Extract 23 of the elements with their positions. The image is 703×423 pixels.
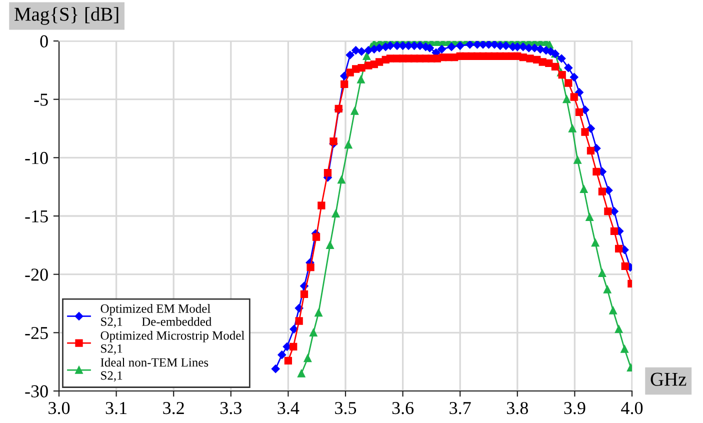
legend-label: Optimized Microstrip Model S2,1 <box>100 330 244 355</box>
x-tick-label: 3.0 <box>48 402 70 414</box>
y-tick-label: -10 <box>25 152 48 164</box>
y-tick-label: -30 <box>25 385 48 398</box>
x-tick-label: 3.3 <box>220 402 242 414</box>
x-axis-title: GHz <box>650 372 686 386</box>
y-tick-label: -25 <box>25 326 48 340</box>
legend-label: Optimized EM Model S2,1 De-embedded <box>100 304 212 328</box>
y-tick-label: -20 <box>25 268 48 281</box>
y-tick-label: 0 <box>40 35 48 48</box>
x-tick-label: 4.0 <box>621 402 643 414</box>
x-tick-label: 3.6 <box>392 402 414 414</box>
x-tick-label: 3.2 <box>163 402 184 414</box>
y-tick-label: -15 <box>25 210 48 222</box>
x-tick-label: 3.9 <box>564 402 586 414</box>
x-tick-label: 3.7 <box>450 402 471 414</box>
x-tick-label: 3.4 <box>278 402 300 414</box>
x-tick-label: 3.1 <box>106 402 126 414</box>
y-axis-title: Mag{S} [dB] <box>14 7 118 25</box>
x-tick-label: 3.5 <box>335 402 356 414</box>
x-tick-label: 3.8 <box>506 402 528 414</box>
y-tick-label: -5 <box>34 94 48 106</box>
legend-label: Ideal non-TEM Lines S2,1 <box>100 358 208 382</box>
